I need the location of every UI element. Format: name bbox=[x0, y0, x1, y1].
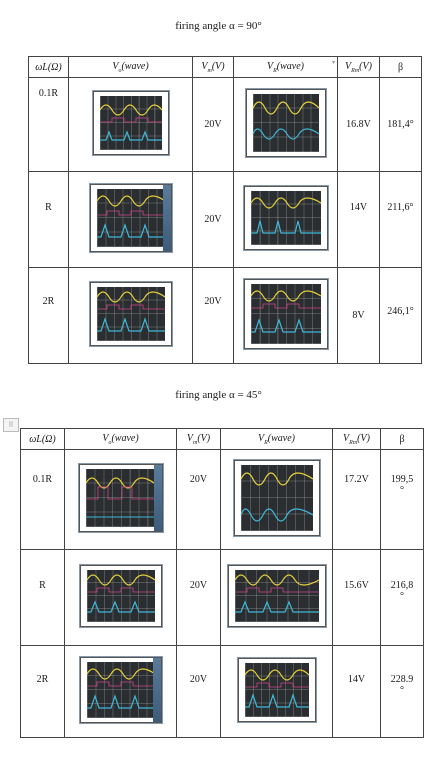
cell-vr-wave bbox=[220, 645, 333, 738]
cell-vo-wave bbox=[64, 449, 177, 550]
table-alpha-45: ωL(Ω) Vo(wave) Vm(V) VR(wave) VRm(V) β 0… bbox=[20, 428, 424, 738]
oscilloscope-image bbox=[78, 464, 163, 532]
table-row: R 20V 14V 211,6° bbox=[28, 171, 422, 268]
cell-vr-wave bbox=[233, 171, 338, 268]
beta-degree: ° bbox=[400, 685, 404, 696]
cell-vm: 20V bbox=[192, 267, 234, 364]
section2-title: firing angle α = 45° bbox=[175, 389, 262, 401]
move-handle-icon[interactable]: ⠿ bbox=[3, 418, 19, 432]
oscilloscope-image bbox=[233, 460, 320, 536]
header-vrm: VRm(V) bbox=[332, 428, 381, 450]
table-row: 0.1R 20V 17.2V 199,5 ° bbox=[20, 449, 424, 550]
header-beta: β bbox=[380, 428, 424, 450]
cell-vrm: 15.6V bbox=[332, 549, 381, 646]
cell-vo-wave bbox=[68, 171, 193, 268]
oscilloscope-image bbox=[243, 186, 328, 250]
cell-wl: 2R bbox=[28, 267, 69, 364]
cell-vr-wave bbox=[233, 267, 338, 364]
cell-vo-wave bbox=[68, 267, 193, 364]
cell-beta: 216,8 ° bbox=[380, 549, 424, 646]
beta-value: 228.9 bbox=[390, 674, 414, 685]
section1-title: firing angle α = 90° bbox=[175, 20, 262, 32]
cell-vr-wave bbox=[220, 449, 333, 550]
cell-beta: 199,5 ° bbox=[380, 449, 424, 550]
cell-beta: 228.9 ° bbox=[380, 645, 424, 738]
header-wl: ωL(Ω) bbox=[28, 56, 69, 78]
beta-degree: ° bbox=[400, 591, 404, 602]
oscilloscope-image bbox=[237, 658, 316, 722]
table-row: 2R 20V 14V 228.9 ° bbox=[20, 645, 424, 738]
cell-beta: 211,6° bbox=[379, 171, 422, 268]
cell-vm: 20V bbox=[176, 549, 221, 646]
oscilloscope-image bbox=[227, 565, 326, 627]
table-header-row: ωL(Ω) Vo(wave) Vm(V) VR(wave) ▾ VRm(V) β bbox=[28, 56, 422, 78]
cell-vrm: 14V bbox=[337, 171, 380, 268]
cell-vo-wave bbox=[64, 645, 177, 738]
cell-vm: 20V bbox=[192, 171, 234, 268]
table-row: 2R 20V 8V 246,1° bbox=[28, 267, 422, 364]
cell-beta: 246,1° bbox=[379, 267, 422, 364]
cell-vm: 20V bbox=[176, 645, 221, 738]
header-vr: VR(wave) ▾ bbox=[233, 56, 338, 78]
cell-vrm: 14V bbox=[332, 645, 381, 738]
cell-vrm: 16.8V bbox=[337, 77, 380, 172]
cell-wl: R bbox=[28, 171, 69, 268]
cell-vrm: 8V bbox=[337, 267, 380, 364]
oscilloscope-image bbox=[79, 565, 162, 627]
oscilloscope-image bbox=[92, 91, 169, 155]
table-row: 0.1R 20V 16.8V 181,4° bbox=[28, 77, 422, 172]
oscilloscope-image bbox=[89, 184, 172, 252]
header-beta: β bbox=[379, 56, 422, 78]
cell-wl: 0.1R bbox=[20, 449, 65, 550]
cell-wl: 2R bbox=[20, 645, 65, 738]
oscilloscope-image bbox=[243, 279, 328, 349]
cell-vo-wave bbox=[64, 549, 177, 646]
header-wl: ωL(Ω) bbox=[20, 428, 65, 450]
cell-vrm: 17.2V bbox=[332, 449, 381, 550]
header-vrm: VRm(V) bbox=[337, 56, 380, 78]
cell-vm: 20V bbox=[192, 77, 234, 172]
beta-value: 216,8 bbox=[390, 580, 414, 591]
oscilloscope-image bbox=[245, 89, 326, 157]
table-header-row: ωL(Ω) Vo(wave) Vm(V) VR(wave) VRm(V) β bbox=[20, 428, 424, 450]
cell-vr-wave bbox=[233, 77, 338, 172]
cell-vo-wave bbox=[68, 77, 193, 172]
header-vm: Vm(V) bbox=[192, 56, 234, 78]
beta-degree: ° bbox=[400, 485, 404, 496]
beta-value: 199,5 bbox=[390, 474, 414, 485]
cell-beta: 181,4° bbox=[379, 77, 422, 172]
cell-vr-wave bbox=[220, 549, 333, 646]
cell-wl: R bbox=[20, 549, 65, 646]
cell-vm: 20V bbox=[176, 449, 221, 550]
table-row: R 20V 15.6V 216,8 ° bbox=[20, 549, 424, 646]
header-vo: Vo(wave) bbox=[68, 56, 193, 78]
header-vm: Vm(V) bbox=[176, 428, 221, 450]
header-vo: Vo(wave) bbox=[64, 428, 177, 450]
oscilloscope-image bbox=[79, 657, 162, 723]
dropdown-arrow-icon[interactable]: ▾ bbox=[331, 60, 335, 66]
table-alpha-90: ωL(Ω) Vo(wave) Vm(V) VR(wave) ▾ VRm(V) β … bbox=[28, 56, 422, 364]
cell-wl: 0.1R bbox=[28, 77, 69, 172]
oscilloscope-image bbox=[89, 282, 172, 346]
header-vr: VR(wave) bbox=[220, 428, 333, 450]
